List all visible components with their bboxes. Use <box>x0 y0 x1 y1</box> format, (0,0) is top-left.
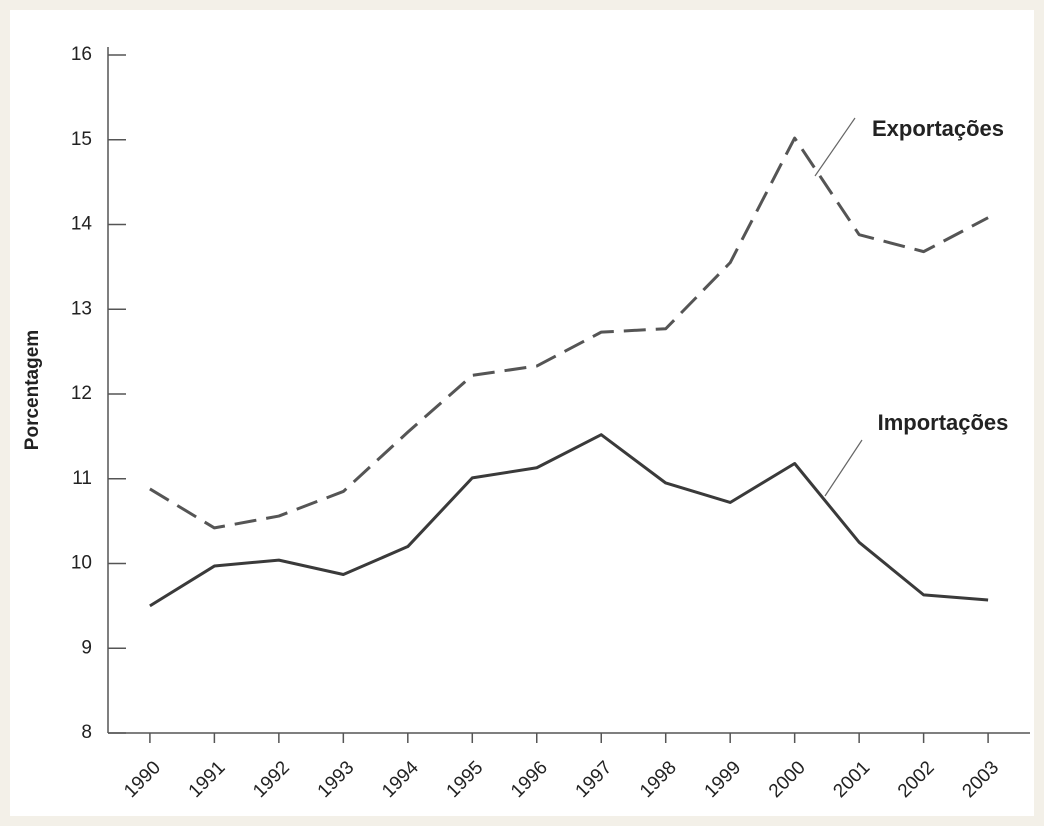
series-annotation: Exportações <box>872 116 1004 141</box>
series-annotation: Importações <box>878 410 1009 435</box>
y-tick-label: 8 <box>81 722 92 743</box>
series-line <box>149 136 989 530</box>
y-tick-label: 9 <box>81 637 92 658</box>
y-tick-label: 14 <box>71 214 93 235</box>
y-tick-label: 11 <box>72 468 92 489</box>
series-line <box>149 433 989 608</box>
y-tick-label: 15 <box>71 129 92 150</box>
y-tick-label: 12 <box>71 383 92 404</box>
y-axis-label: Porcentagem <box>22 330 43 450</box>
y-tick-label: 16 <box>71 44 92 65</box>
plot-background <box>10 10 1034 816</box>
leader-line <box>814 117 856 177</box>
y-tick-label: 10 <box>71 553 92 574</box>
y-tick-label: 13 <box>71 298 92 319</box>
leader-line <box>824 439 863 497</box>
